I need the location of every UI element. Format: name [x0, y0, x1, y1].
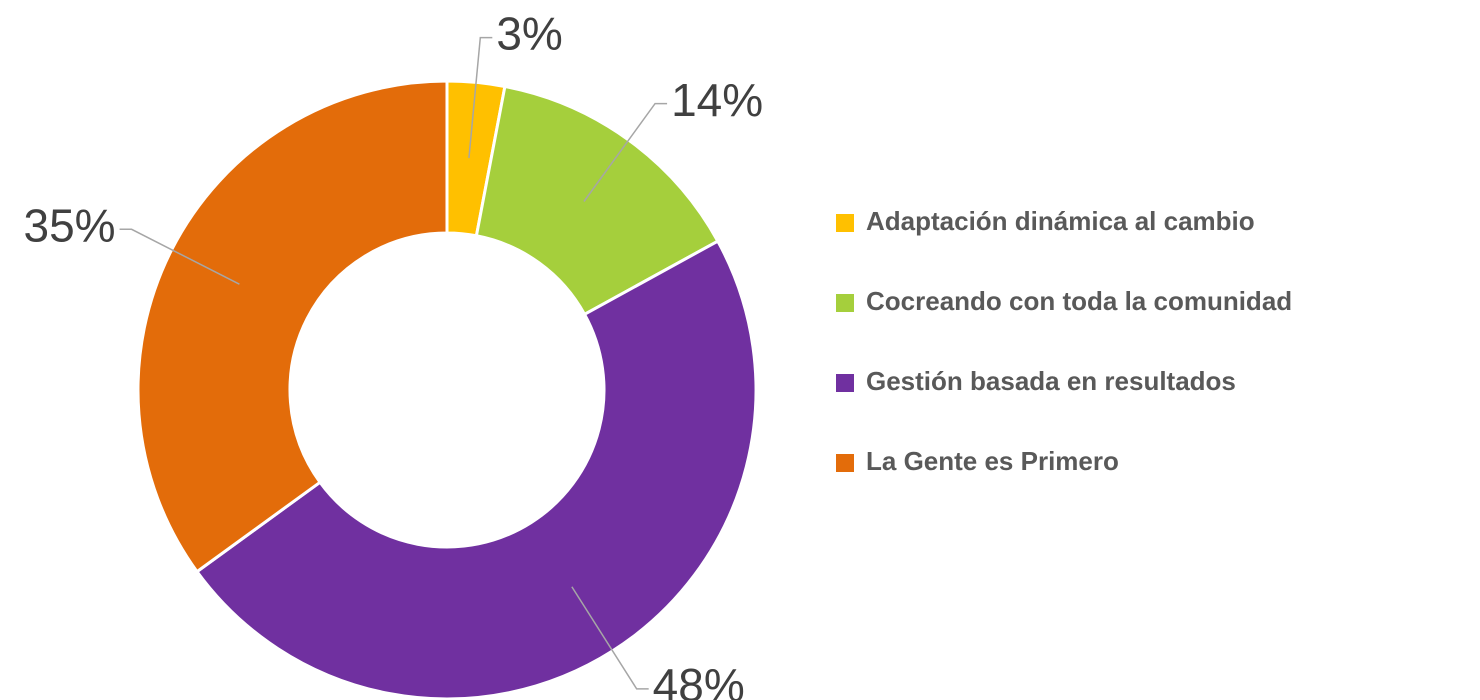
data-label: 35% [24, 199, 116, 251]
legend-label: Gestión basada en resultados [866, 366, 1236, 396]
donut-slice [194, 239, 758, 700]
leader-line [571, 586, 649, 690]
donut-slice [474, 84, 720, 317]
legend-swatch [836, 454, 854, 472]
data-label: 48% [653, 659, 745, 700]
legend-swatch [836, 214, 854, 232]
legend-label: La Gente es Primero [866, 446, 1119, 476]
legend-label: Cocreando con toda la comunidad [866, 286, 1292, 316]
data-label: 3% [496, 8, 562, 60]
legend-label: Adaptación dinámica al cambio [866, 206, 1255, 236]
leader-line [468, 36, 493, 159]
donut-slice [136, 79, 449, 574]
data-label: 14% [671, 74, 763, 126]
leader-line [119, 228, 240, 285]
legend-swatch [836, 374, 854, 392]
leader-line [583, 102, 668, 202]
legend-swatch [836, 294, 854, 312]
